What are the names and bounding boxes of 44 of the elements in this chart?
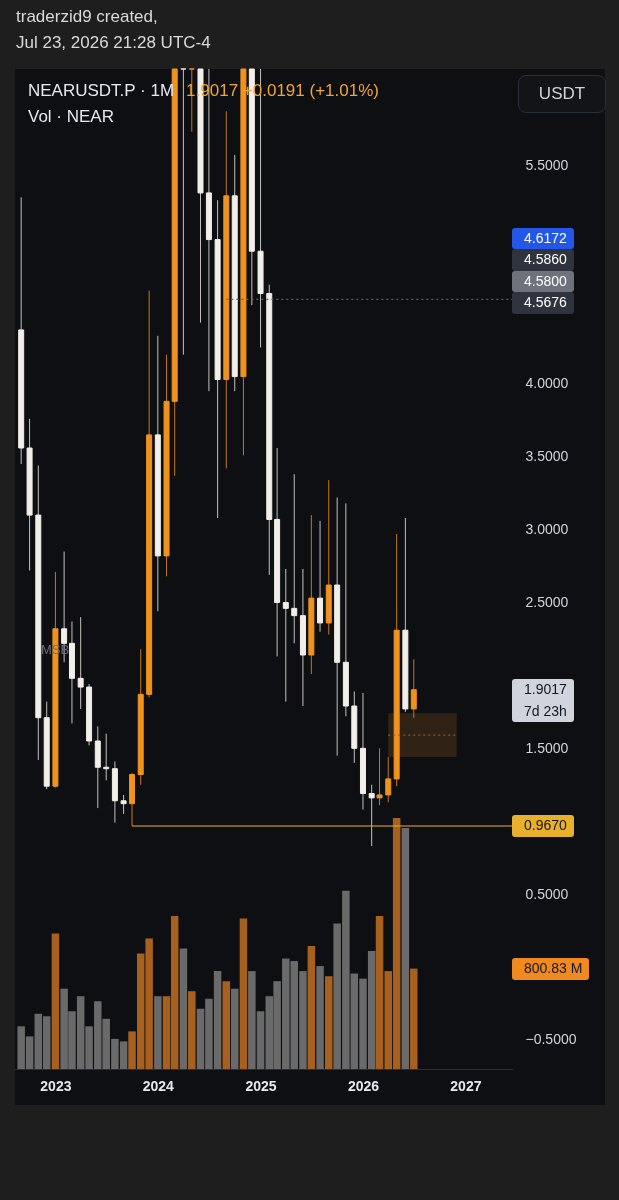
y-tick-label: 2.5000 xyxy=(525,594,569,611)
y-tick-label: 0.5000 xyxy=(525,885,569,902)
bar xyxy=(222,981,231,1069)
text: 4.6172 xyxy=(512,227,574,249)
bar xyxy=(230,988,239,1069)
candlestick xyxy=(368,784,375,847)
bar xyxy=(154,996,162,1069)
y-tick-label: 4.0000 xyxy=(525,375,569,392)
y-tick-label: 5.5000 xyxy=(525,156,569,173)
bar xyxy=(401,828,410,1069)
data-label: 0.9670 xyxy=(512,815,574,837)
text: 4.5860 xyxy=(512,249,574,271)
candlestick xyxy=(376,747,383,806)
candlestick xyxy=(385,756,392,803)
x-tick-label: 2024 xyxy=(142,1077,175,1094)
bar xyxy=(188,991,196,1069)
candlestick xyxy=(410,658,417,719)
candlestick xyxy=(282,568,289,703)
bar xyxy=(325,976,333,1069)
text: 4.5676 xyxy=(512,292,574,314)
chart-title: Vol · NEAR xyxy=(28,107,114,126)
x-tick-label: 2023 xyxy=(40,1077,72,1094)
candlestick xyxy=(77,616,84,710)
candlestick xyxy=(120,794,127,815)
bar xyxy=(239,918,248,1069)
x-tick-label: 2026 xyxy=(347,1077,380,1094)
currency-button: USDT xyxy=(518,75,606,113)
text: 800.83 M xyxy=(512,958,590,980)
x-tick-label: 2027 xyxy=(450,1077,482,1094)
bar xyxy=(307,946,316,1069)
text: 1.9017 7d 23h xyxy=(512,679,574,722)
bar xyxy=(179,948,188,1069)
text: traderzid9 created, Jul 23, 2026 21:28 UTC-4 xyxy=(16,7,211,52)
candlestick xyxy=(291,473,298,644)
bar xyxy=(51,933,60,1069)
y-tick-label: 1.5000 xyxy=(525,739,569,756)
bar xyxy=(410,968,418,1069)
text: 4.5800 xyxy=(512,270,574,292)
y-tick-label: 3.0000 xyxy=(525,521,569,538)
bar xyxy=(316,966,324,1069)
y-tick-label: 3.5000 xyxy=(525,448,569,465)
x-tick-label: 2025 xyxy=(245,1077,277,1094)
candlestick xyxy=(180,68,187,356)
y-tick-label: −0.5000 xyxy=(525,1031,577,1048)
